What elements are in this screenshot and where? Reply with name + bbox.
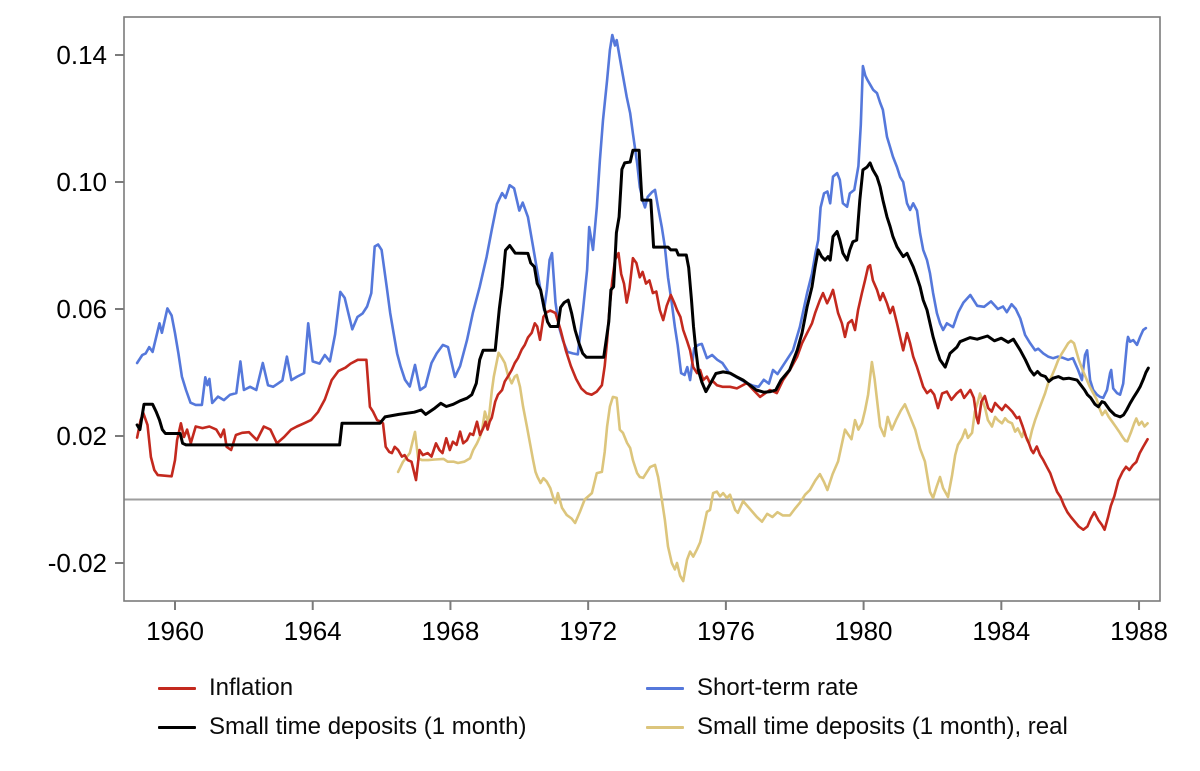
x-axis-tick-label: 1972 — [559, 616, 617, 646]
series-line-2 — [135, 33, 1148, 407]
x-axis-tick-label: 1988 — [1110, 616, 1168, 646]
y-axis-tick-label: 0.06 — [56, 294, 107, 324]
y-axis-tick-label: 0.10 — [56, 167, 107, 197]
x-axis-tick-label: 1980 — [835, 616, 893, 646]
y-axis-tick-label: 0.14 — [56, 40, 107, 70]
y-axis-tick-label: -0.02 — [48, 548, 107, 578]
x-axis-tick-label: 1976 — [697, 616, 755, 646]
series-line-0 — [135, 251, 1149, 532]
series-line-3 — [396, 339, 1149, 583]
series-line-1 — [135, 148, 1150, 447]
x-axis-tick-label: 1968 — [422, 616, 480, 646]
x-axis-tick-label: 1964 — [284, 616, 342, 646]
x-axis-tick-label: 1960 — [146, 616, 204, 646]
x-axis-tick-label: 1984 — [972, 616, 1030, 646]
y-axis-tick-label: 0.02 — [56, 421, 107, 451]
